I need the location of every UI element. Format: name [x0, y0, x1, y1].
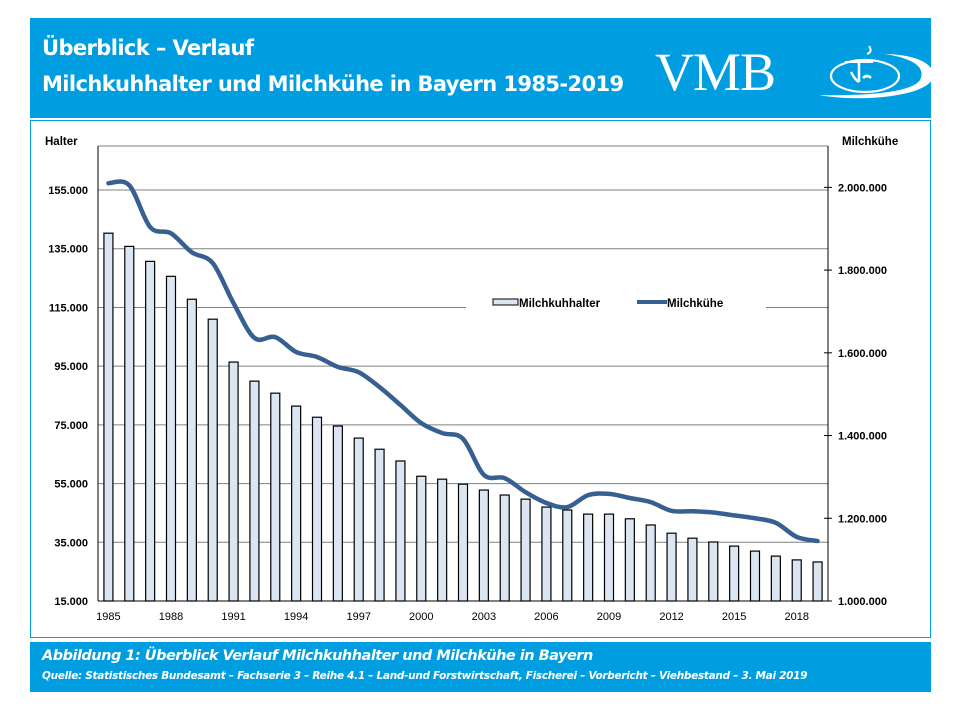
- right-tick-label: 1.400.000: [838, 431, 887, 443]
- bar-milchkuhhalter: [291, 405, 302, 602]
- bar-milchkuhhalter: [395, 460, 406, 602]
- legend: Milchkuhhalter Milchkühe: [466, 293, 766, 315]
- page-subtitle: Milchkuhhalter und Milchkühe in Bayern 1…: [42, 72, 624, 96]
- page-title: Überblick – Verlauf: [42, 36, 254, 60]
- bar-milchkuhhalter: [478, 489, 489, 602]
- bar-milchkuhhalter: [541, 506, 552, 602]
- left-tick-label: 15.000: [54, 596, 88, 608]
- legend-label-milchkuhhalter: Milchkuhhalter: [519, 298, 601, 310]
- x-tick-label: 1991: [221, 611, 245, 623]
- x-tick-label: 2015: [722, 611, 746, 623]
- bar-milchkuhhalter: [228, 361, 239, 602]
- x-tick-label: 2000: [409, 611, 433, 623]
- left-tick-label: 155.000: [48, 185, 88, 197]
- bar-milchkuhhalter: [562, 509, 573, 602]
- left-tick-label: 35.000: [54, 537, 88, 549]
- bar-milchkuhhalter: [687, 537, 698, 602]
- x-tick-label: 2012: [659, 611, 683, 623]
- bar-milchkuhhalter: [457, 483, 469, 602]
- vmb-logo-icon: [819, 45, 934, 99]
- bar-milchkuhhalter: [165, 275, 177, 602]
- bar-milchkuhhalter: [645, 524, 656, 602]
- x-tick-label: 1985: [96, 611, 120, 623]
- legend-bar-swatch: [492, 298, 519, 306]
- left-tick-label: 115.000: [49, 302, 88, 314]
- bar-milchkuhhalter: [583, 513, 594, 602]
- bar-milchkuhhalter: [186, 298, 197, 602]
- left-tick-label: 135.000: [48, 244, 88, 256]
- bar-milchkuhhalter: [207, 318, 218, 602]
- axes: 15.000 35.000 55.000 75.000 95.000 115.000 135…: [48, 146, 887, 623]
- bar-milchkuhhalter: [791, 559, 802, 602]
- legend-label-milchkuehe: Milchkühe: [667, 298, 723, 310]
- chart-frame: Milchkuhhalter Milchkühe 15.000 35.000 55.0…: [30, 120, 931, 638]
- x-tick-label: 2003: [472, 611, 496, 623]
- right-tick-label: 1.600.000: [838, 348, 887, 360]
- right-tick-label: 2.000.000: [838, 182, 887, 194]
- x-tick-label: 2009: [597, 611, 621, 623]
- bar-milchkuhhalter: [416, 475, 427, 602]
- x-tick-label: 2006: [534, 611, 558, 623]
- bar-milchkuhhalter: [624, 518, 635, 602]
- bar-milchkuhhalter: [103, 232, 114, 602]
- gridlines: [98, 145, 828, 543]
- bar-milchkuhhalter: [708, 541, 719, 602]
- figure-caption: Abbildung 1: Überblick Verlauf Milchkuhh…: [42, 648, 593, 664]
- bar-milchkuhhalter: [729, 545, 740, 602]
- right-tick-label: 1.200.000: [838, 513, 887, 525]
- caption-banner: Abbildung 1: Überblick Verlauf Milchkuhh…: [30, 642, 931, 692]
- right-tick-label: 1.800.000: [838, 265, 887, 277]
- bar-milchkuhhalter: [603, 513, 615, 602]
- bar-milchkuhhalter: [770, 555, 781, 602]
- bar-milchkuhhalter: [145, 260, 156, 602]
- right-axis-label: Milchkühe: [842, 136, 898, 148]
- right-tick-label: 1.000.000: [838, 596, 887, 608]
- bar-milchkuhhalter: [311, 416, 323, 602]
- bar-milchkuhhalter: [666, 532, 677, 602]
- bar-milchkuhhalter: [374, 448, 385, 602]
- header-banner: Überblick – Verlauf Milchkuhhalter und M…: [30, 18, 934, 118]
- bar-milchkuhhalter: [520, 498, 531, 602]
- bar-milchkuhhalter: [124, 245, 135, 602]
- left-axis-label: Halter: [45, 136, 78, 148]
- vmb-logo-text: VMB: [655, 42, 776, 102]
- bar-milchkuhhalter: [249, 380, 260, 602]
- bar-milchkuhhalter: [812, 561, 823, 602]
- source-note: Quelle: Statistisches Bundesamt – Fachse…: [42, 670, 808, 682]
- bar-milchkuhhalter: [332, 425, 343, 602]
- bar-milchkuhhalter: [437, 478, 448, 602]
- left-tick-label: 75.000: [54, 420, 88, 432]
- legend-background: [466, 293, 766, 315]
- x-tick-label: 2018: [784, 611, 808, 623]
- bar-milchkuhhalter: [270, 392, 281, 602]
- x-tick-label: 1997: [346, 611, 370, 623]
- left-tick-label: 55.000: [54, 479, 88, 491]
- x-tick-label: 1994: [284, 611, 308, 623]
- bars: [103, 232, 823, 602]
- line-series: [106, 179, 820, 544]
- bar-milchkuhhalter: [499, 494, 510, 602]
- bar-milchkuhhalter: [353, 437, 364, 602]
- chart: Milchkuhhalter Milchkühe 15.000 35.000 55.0…: [45, 136, 898, 623]
- left-tick-label: 95.000: [54, 361, 88, 373]
- bar-milchkuhhalter: [749, 550, 761, 602]
- x-tick-label: 1988: [159, 611, 183, 623]
